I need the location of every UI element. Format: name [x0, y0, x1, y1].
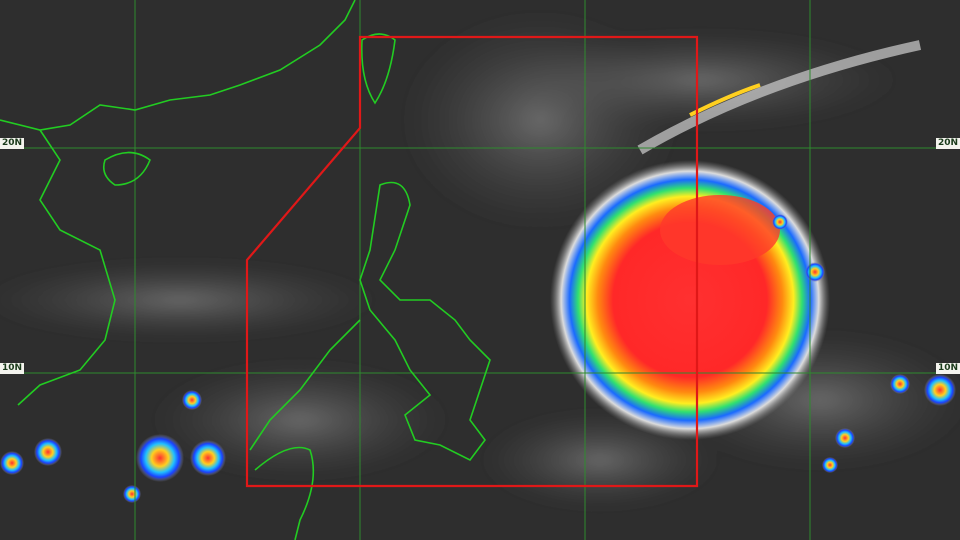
convective-cells: [0, 214, 956, 503]
typhoon: [550, 160, 830, 440]
latitude-label-20n-right: 20N: [935, 138, 960, 149]
par-boundary: [245, 35, 699, 488]
latitude-label-10n-left: 10N: [0, 363, 25, 374]
latitude-label-10n-right: 10N: [935, 363, 960, 374]
latitude-label-20n-left: 20N: [0, 138, 25, 149]
cloud-band: [637, 40, 922, 155]
coastlines: [0, 0, 491, 540]
